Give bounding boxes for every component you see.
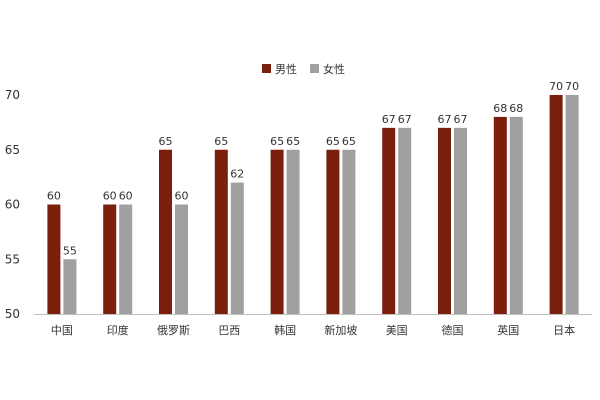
- x-tick-label: 韩国: [274, 323, 296, 337]
- bar-female: [286, 149, 300, 314]
- bar-male: [382, 127, 396, 314]
- data-label: 65: [270, 135, 284, 148]
- y-tick-label: 65: [5, 143, 20, 157]
- data-label: 62: [230, 168, 244, 181]
- bar-female: [454, 127, 467, 314]
- legend: 男性 女性: [262, 62, 345, 76]
- bar-female: [342, 149, 356, 314]
- data-label: 70: [565, 80, 579, 93]
- legend-label: 女性: [323, 62, 345, 76]
- bar-female: [175, 204, 188, 314]
- data-label: 65: [342, 135, 356, 148]
- x-tick-label: 美国: [386, 324, 408, 337]
- bar-male: [493, 116, 507, 315]
- y-tick-label: 70: [5, 88, 20, 102]
- data-label: 55: [63, 244, 77, 257]
- bar-male: [103, 204, 117, 314]
- x-tick-label: 德国: [442, 323, 464, 337]
- data-label: 67: [438, 113, 452, 126]
- legend-label: 男性: [275, 62, 297, 76]
- bar-male: [549, 95, 563, 314]
- data-label: 65: [326, 135, 340, 148]
- bar-male: [270, 149, 284, 314]
- data-label: 60: [47, 190, 61, 203]
- x-axis: 中国 印度 俄罗斯 巴西 韩国 新加坡 美国 德国 英国 日本: [34, 314, 592, 337]
- x-tick-label: 印度: [107, 323, 129, 337]
- bar-female: [509, 116, 523, 315]
- data-label: 65: [286, 135, 300, 148]
- bar-female: [119, 204, 133, 314]
- y-tick-label: 55: [5, 252, 20, 266]
- data-label: 70: [549, 80, 563, 93]
- x-tick-label: 巴西: [218, 324, 240, 337]
- x-tick-label: 英国: [497, 323, 519, 337]
- data-label: 68: [493, 102, 507, 115]
- y-tick-label: 60: [5, 198, 20, 212]
- data-label: 65: [159, 135, 173, 148]
- bar-male: [326, 149, 340, 314]
- bar-male: [438, 127, 451, 314]
- x-tick-label: 俄罗斯: [157, 324, 190, 337]
- data-label: 60: [119, 190, 133, 203]
- data-label: 68: [509, 102, 523, 115]
- legend-swatch: [310, 64, 319, 73]
- y-tick-label: 50: [5, 307, 20, 321]
- bar-female: [63, 259, 77, 314]
- data-label: 60: [103, 190, 117, 203]
- bar-female: [230, 182, 244, 314]
- y-axis: 50 55 60 65 70: [5, 88, 20, 321]
- x-tick-label: 日本: [553, 323, 575, 337]
- x-tick-label: 中国: [51, 324, 73, 337]
- bar-female: [565, 95, 579, 314]
- data-label: 67: [454, 113, 468, 126]
- data-label: 67: [398, 113, 412, 126]
- legend-swatch: [262, 64, 271, 73]
- bar-female: [398, 127, 412, 314]
- bar-male: [159, 149, 172, 314]
- data-label: 65: [214, 135, 228, 148]
- data-label: 67: [382, 113, 396, 126]
- bar-male: [214, 149, 228, 314]
- data-label: 60: [175, 190, 189, 203]
- bar-male: [47, 204, 61, 314]
- x-tick-label: 新加坡: [324, 323, 357, 337]
